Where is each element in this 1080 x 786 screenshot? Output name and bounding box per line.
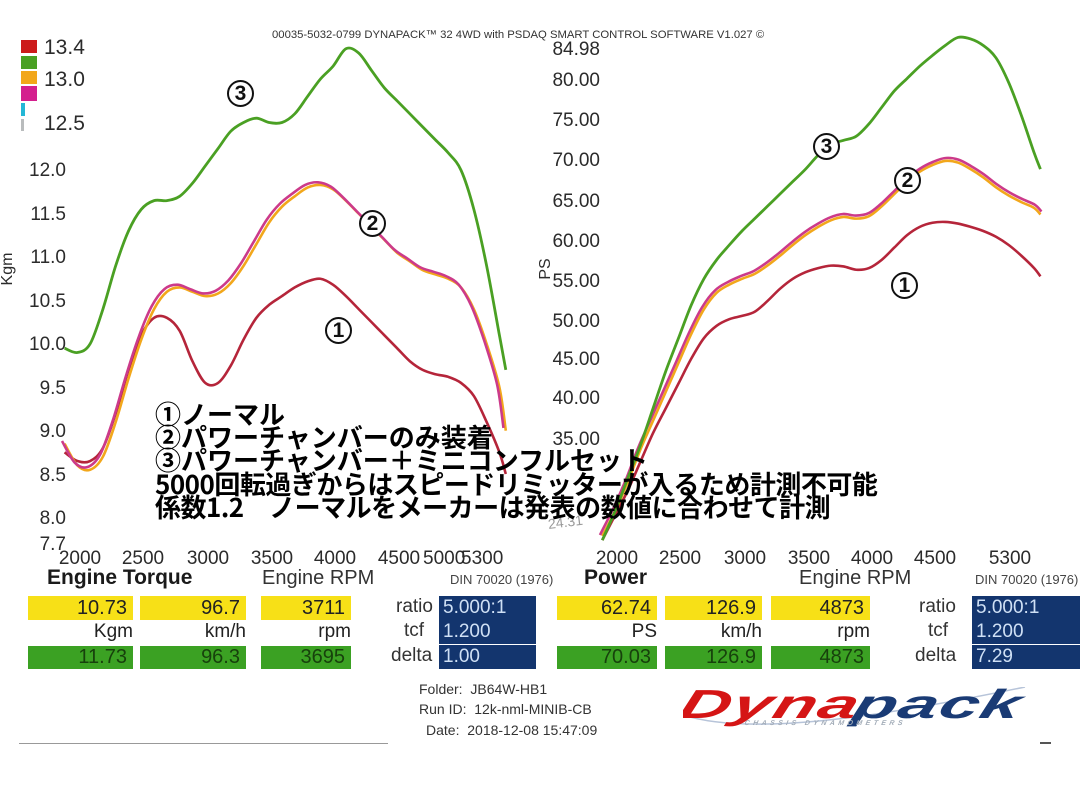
svg-text:CHASSIS DYNAMOMETERS: CHASSIS DYNAMOMETERS [744, 720, 906, 727]
